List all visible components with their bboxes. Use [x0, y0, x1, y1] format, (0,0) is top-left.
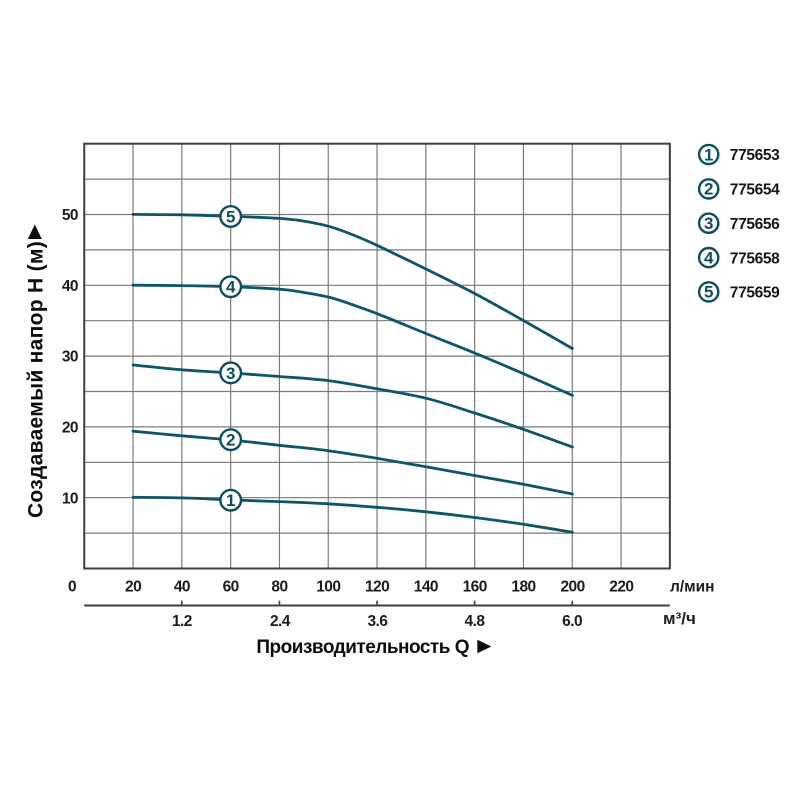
svg-text:3: 3	[226, 364, 235, 383]
svg-text:100: 100	[316, 578, 340, 595]
svg-text:4: 4	[704, 248, 714, 267]
svg-text:4: 4	[226, 278, 236, 297]
svg-text:50: 50	[62, 207, 78, 224]
svg-text:775659: 775659	[730, 285, 780, 302]
svg-text:1: 1	[704, 145, 713, 164]
svg-text:775656: 775656	[730, 216, 780, 233]
svg-text:775658: 775658	[730, 250, 780, 267]
svg-text:2.4: 2.4	[270, 613, 291, 630]
svg-text:5: 5	[226, 208, 235, 227]
svg-text:3.6: 3.6	[367, 613, 388, 630]
svg-text:60: 60	[223, 578, 239, 595]
svg-text:775653: 775653	[730, 147, 780, 164]
svg-text:20: 20	[125, 578, 141, 595]
svg-text:5: 5	[704, 283, 713, 302]
svg-text:Производительность Q: Производительность Q	[256, 637, 469, 658]
svg-text:40: 40	[62, 278, 78, 295]
svg-text:220: 220	[609, 578, 633, 595]
svg-text:10: 10	[62, 490, 78, 507]
svg-text:2: 2	[226, 431, 235, 450]
svg-text:м³/ч: м³/ч	[663, 609, 696, 628]
svg-text:40: 40	[174, 578, 190, 595]
svg-text:2: 2	[704, 180, 713, 199]
svg-text:30: 30	[62, 349, 78, 366]
svg-text:80: 80	[271, 578, 287, 595]
svg-text:4.8: 4.8	[465, 613, 486, 630]
svg-text:200: 200	[560, 578, 584, 595]
svg-text:1.2: 1.2	[172, 613, 192, 630]
svg-text:160: 160	[463, 578, 487, 595]
svg-text:Создаваемый напор Н (м): Создаваемый напор Н (м)	[25, 241, 48, 518]
svg-text:775654: 775654	[730, 182, 780, 199]
svg-text:3: 3	[704, 214, 713, 233]
svg-text:л/мин: л/мин	[670, 578, 715, 595]
svg-text:0: 0	[68, 578, 76, 595]
svg-text:140: 140	[414, 578, 438, 595]
svg-text:120: 120	[365, 578, 389, 595]
svg-text:6.0: 6.0	[562, 613, 582, 630]
svg-text:20: 20	[62, 420, 78, 437]
svg-text:180: 180	[511, 578, 535, 595]
svg-text:1: 1	[226, 491, 235, 510]
